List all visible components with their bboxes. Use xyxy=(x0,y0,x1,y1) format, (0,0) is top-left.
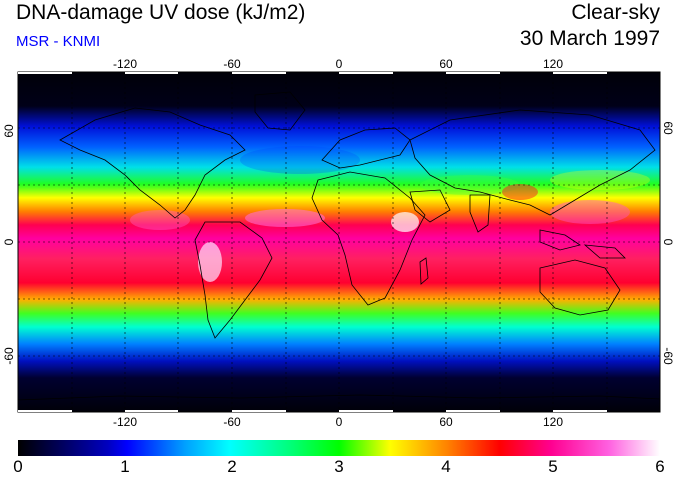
colorbar-tick-3: 3 xyxy=(334,457,344,476)
lon-tick-bottom-2: -60 xyxy=(223,415,241,429)
lon-tick-top-1: -120 xyxy=(113,57,137,71)
lat-tick-right-0: 0 xyxy=(661,239,675,246)
colorbar-tick-1: 1 xyxy=(120,457,130,476)
lat-tick-right-minus60: -60 xyxy=(661,347,675,365)
map-border-bars xyxy=(18,72,607,412)
lon-tick-bottom-1: -120 xyxy=(113,415,137,429)
lon-tick-bottom-5: 120 xyxy=(543,415,563,429)
map-source: MSR - KNMI xyxy=(16,33,101,50)
colorbar-tick-4: 4 xyxy=(441,457,451,476)
colorbar-tick-0: 0 xyxy=(13,457,23,476)
colorbar-tick-6: 6 xyxy=(655,457,665,476)
coastlines xyxy=(18,91,660,401)
lon-tick-top-5: 120 xyxy=(543,57,563,71)
graticule xyxy=(18,72,660,412)
map-title: DNA-damage UV dose (kJ/m2) xyxy=(16,1,306,24)
lon-tick-top-4: 60 xyxy=(439,57,453,71)
lon-tick-bottom-4: 60 xyxy=(439,415,453,429)
lon-tick-bottom-3: 0 xyxy=(336,415,343,429)
uv-anomalies xyxy=(130,146,650,282)
lat-tick-left-minus60: -60 xyxy=(2,347,16,365)
lat-tick-right-60: 60 xyxy=(661,121,675,135)
sky-condition: Clear-sky xyxy=(571,1,660,24)
colorbar-tick-2: 2 xyxy=(227,457,237,476)
colorbar xyxy=(18,440,660,456)
map-date: 30 March 1997 xyxy=(519,27,660,50)
lon-tick-top-3: 0 xyxy=(336,57,343,71)
lon-tick-top-2: -60 xyxy=(223,57,241,71)
colorbar-tick-5: 5 xyxy=(548,457,558,476)
lat-tick-left-60: 60 xyxy=(2,124,16,138)
lat-tick-left-0: 0 xyxy=(2,238,16,245)
